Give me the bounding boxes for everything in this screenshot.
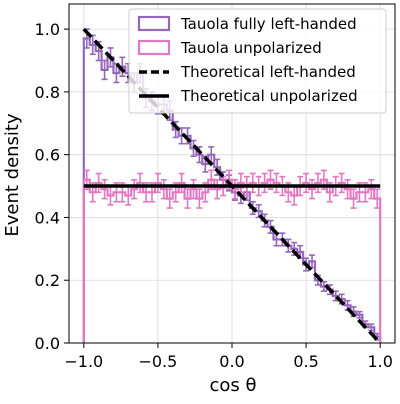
error-bar: [101, 178, 108, 200]
y-tick-label: 0.6: [35, 146, 60, 165]
y-tick-label: 1.0: [35, 20, 60, 39]
y-tick-label: 0.2: [35, 271, 60, 290]
error-bar: [196, 188, 203, 209]
error-bar: [231, 178, 238, 200]
error-bar: [267, 219, 274, 234]
legend-entry: Tauola fully left-handed: [137, 15, 357, 33]
error-bar: [178, 127, 185, 145]
x-tick-label: 0.0: [219, 352, 244, 371]
y-tick-label: 0.4: [35, 208, 60, 227]
error-bar: [273, 172, 280, 194]
error-bar: [320, 280, 327, 293]
error-bar: [190, 139, 197, 158]
error-bar: [166, 188, 173, 209]
error-bar: [160, 178, 167, 200]
y-axis-label: Event density: [2, 113, 23, 237]
error-bar: [356, 310, 363, 319]
y-tick-label: 0.0: [35, 334, 60, 353]
legend-swatch: [137, 15, 171, 32]
error-bar: [344, 178, 351, 200]
error-bar: [338, 172, 345, 194]
error-bar: [309, 178, 316, 200]
x-axis-label: cos θ: [209, 375, 256, 396]
legend-box: [128, 8, 387, 114]
error-bar: [249, 172, 256, 194]
error-bar: [154, 172, 161, 194]
error-bar: [95, 172, 102, 194]
x-tick-label: −0.5: [138, 352, 177, 371]
legend-label: Theoretical left-handed: [180, 63, 356, 81]
error-bar: [101, 59, 108, 81]
y-tick-label: 0.8: [35, 83, 60, 102]
error-bar: [303, 172, 310, 194]
error-bar: [368, 323, 375, 332]
legend-label: Theoretical unpolarized: [180, 87, 358, 105]
legend-label: Tauola fully left-handed: [180, 15, 357, 33]
error-bar: [314, 172, 321, 194]
error-bar: [350, 188, 357, 209]
error-bar: [119, 56, 126, 77]
x-tick-label: 1.0: [367, 352, 392, 371]
error-bar: [137, 172, 144, 194]
error-bar: [374, 188, 381, 209]
legend-label: Tauola unpolarized: [180, 39, 322, 57]
error-bar: [131, 178, 138, 200]
legend-swatch: [137, 39, 171, 56]
error-bar: [184, 188, 191, 209]
error-bar: [332, 290, 339, 302]
histogram-series-1: [82, 169, 382, 343]
error-bar: [214, 178, 221, 200]
legend-entry: Tauola unpolarized: [137, 39, 322, 57]
legend-entry: Theoretical left-handed: [139, 63, 356, 81]
x-tick-label: 0.5: [293, 352, 318, 371]
legend: Tauola fully left-handed Tauola unpolariz…: [128, 8, 387, 114]
x-tick-label: −1.0: [64, 352, 103, 371]
error-bar: [178, 172, 185, 194]
legend-entry: Theoretical unpolarized: [139, 87, 358, 105]
error-bar: [368, 178, 375, 200]
error-bar: [261, 172, 268, 194]
error-bar: [190, 178, 197, 200]
